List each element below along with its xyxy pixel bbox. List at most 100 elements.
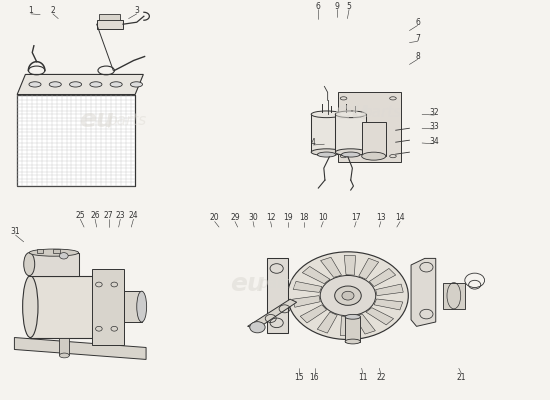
Text: 19: 19 (283, 214, 293, 222)
Ellipse shape (345, 339, 360, 344)
Polygon shape (17, 74, 144, 94)
Text: 34: 34 (429, 136, 439, 146)
Text: 11: 11 (358, 373, 367, 382)
Polygon shape (14, 338, 146, 360)
Bar (336, 114, 366, 152)
Bar (53, 249, 60, 253)
Ellipse shape (24, 253, 35, 276)
Text: 2: 2 (51, 6, 55, 15)
Text: 5: 5 (346, 2, 351, 11)
Ellipse shape (23, 276, 38, 338)
Bar (92, 268, 124, 345)
Text: eu: eu (334, 100, 369, 124)
Polygon shape (370, 268, 395, 286)
Text: 6: 6 (315, 2, 320, 11)
Text: 1: 1 (29, 6, 33, 15)
Ellipse shape (342, 152, 360, 157)
Polygon shape (248, 299, 296, 328)
Ellipse shape (29, 249, 79, 256)
Bar (59, 338, 69, 356)
Bar (29, 253, 79, 276)
Text: 8: 8 (415, 52, 420, 61)
Polygon shape (340, 316, 351, 336)
Text: parts: parts (107, 113, 146, 128)
Text: 12: 12 (266, 214, 276, 222)
Ellipse shape (90, 82, 102, 87)
Text: 21: 21 (457, 373, 466, 382)
Ellipse shape (69, 82, 81, 87)
Text: eu: eu (79, 108, 114, 132)
Circle shape (342, 291, 354, 300)
Text: 15: 15 (294, 373, 304, 382)
Text: 10: 10 (318, 214, 328, 222)
Text: 29: 29 (230, 214, 240, 222)
Text: 25: 25 (75, 212, 85, 220)
Text: 30: 30 (248, 214, 258, 222)
Text: 16: 16 (310, 373, 320, 382)
Polygon shape (302, 266, 330, 284)
Polygon shape (293, 281, 322, 292)
Circle shape (250, 322, 265, 333)
Text: 33: 33 (429, 122, 439, 131)
Text: 20: 20 (210, 214, 219, 222)
Text: 13: 13 (376, 214, 386, 222)
Ellipse shape (336, 111, 366, 118)
Ellipse shape (362, 152, 386, 160)
Polygon shape (411, 258, 436, 326)
Polygon shape (359, 258, 378, 279)
Ellipse shape (29, 82, 41, 87)
Bar (345, 317, 360, 342)
Bar (362, 122, 386, 156)
Bar (267, 258, 288, 333)
Polygon shape (321, 257, 342, 277)
Circle shape (335, 286, 361, 305)
Bar (30, 276, 120, 338)
Bar (97, 20, 123, 28)
Ellipse shape (345, 314, 360, 319)
Ellipse shape (50, 82, 61, 87)
Text: 26: 26 (90, 212, 100, 220)
Ellipse shape (137, 291, 147, 322)
Ellipse shape (311, 111, 342, 118)
Bar (100, 14, 120, 20)
Bar (311, 114, 342, 152)
Text: 9: 9 (334, 2, 339, 11)
Text: parts: parts (258, 276, 298, 291)
Text: 17: 17 (351, 214, 361, 222)
Bar (338, 92, 401, 162)
Text: 22: 22 (376, 373, 386, 382)
Circle shape (288, 252, 408, 340)
Ellipse shape (130, 82, 142, 87)
Text: 3: 3 (134, 6, 139, 15)
Text: 7: 7 (415, 34, 420, 43)
Ellipse shape (311, 149, 342, 156)
Text: 31: 31 (10, 227, 20, 236)
Bar (37, 249, 43, 253)
Polygon shape (354, 314, 375, 334)
Ellipse shape (336, 149, 366, 156)
Polygon shape (317, 312, 337, 333)
Circle shape (59, 253, 68, 259)
Polygon shape (300, 305, 327, 323)
Bar (17, 94, 135, 186)
Circle shape (320, 276, 376, 316)
Text: 23: 23 (116, 212, 125, 220)
Polygon shape (376, 284, 403, 296)
Text: 6: 6 (415, 18, 420, 27)
Text: 24: 24 (129, 212, 138, 220)
Text: 27: 27 (104, 212, 114, 220)
Bar (17, 94, 135, 186)
Text: 14: 14 (395, 214, 405, 222)
Ellipse shape (317, 152, 336, 157)
Ellipse shape (114, 280, 125, 333)
Polygon shape (374, 299, 403, 310)
Polygon shape (366, 308, 394, 325)
Text: parts: parts (362, 105, 401, 120)
Text: 18: 18 (299, 214, 309, 222)
Text: eu: eu (230, 272, 265, 296)
Text: 32: 32 (430, 108, 439, 117)
Bar (443, 282, 465, 309)
Ellipse shape (59, 353, 69, 358)
Polygon shape (344, 256, 355, 275)
Ellipse shape (110, 82, 122, 87)
